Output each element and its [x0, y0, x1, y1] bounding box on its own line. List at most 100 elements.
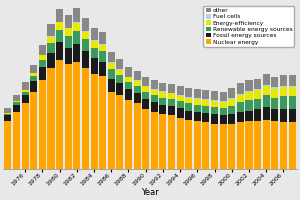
Bar [237, 94, 244, 95]
Bar [211, 114, 218, 124]
Bar [22, 103, 29, 169]
Bar [99, 76, 106, 169]
Bar [4, 114, 11, 115]
Bar [280, 86, 287, 87]
Bar [194, 105, 201, 112]
Bar [211, 107, 218, 114]
Bar [116, 59, 123, 69]
Bar [82, 39, 89, 51]
Bar [185, 98, 192, 103]
Bar [168, 115, 175, 169]
Bar [91, 74, 98, 169]
Bar [99, 32, 106, 44]
Bar [211, 100, 218, 101]
Bar [13, 105, 20, 112]
Bar [211, 124, 218, 169]
Bar [4, 115, 11, 121]
Bar [47, 43, 55, 53]
Bar [99, 45, 106, 51]
Bar [211, 91, 218, 100]
Bar [271, 121, 278, 169]
Bar [30, 81, 37, 92]
Bar [142, 92, 149, 99]
X-axis label: Year: Year [141, 188, 159, 197]
Bar [280, 96, 287, 109]
Bar [91, 58, 98, 74]
Bar [185, 120, 192, 169]
Bar [263, 85, 270, 86]
Bar [194, 98, 201, 99]
Bar [13, 101, 20, 102]
Bar [271, 109, 278, 121]
Bar [228, 124, 235, 169]
Bar [82, 31, 89, 32]
Bar [99, 51, 106, 62]
Bar [168, 106, 175, 115]
Bar [134, 81, 141, 86]
Bar [263, 74, 270, 85]
Bar [220, 108, 227, 115]
Bar [151, 102, 158, 112]
Bar [237, 95, 244, 102]
Bar [56, 30, 63, 42]
Bar [228, 106, 235, 114]
Bar [65, 28, 72, 36]
Bar [91, 48, 98, 58]
Bar [73, 23, 80, 31]
Bar [22, 90, 29, 92]
Bar [151, 95, 158, 102]
Bar [159, 98, 167, 105]
Bar [82, 32, 89, 39]
Bar [30, 73, 37, 76]
Bar [194, 112, 201, 121]
Bar [254, 121, 261, 169]
Bar [91, 40, 98, 41]
Bar [168, 99, 175, 106]
Bar [202, 122, 209, 169]
Bar [4, 108, 11, 113]
Bar [125, 82, 132, 89]
Bar [220, 101, 227, 102]
Bar [159, 83, 167, 91]
Bar [151, 90, 158, 95]
Bar [271, 87, 278, 89]
Bar [289, 75, 296, 86]
Bar [245, 92, 253, 100]
Bar [134, 103, 141, 169]
Bar [142, 86, 149, 92]
Bar [289, 109, 296, 122]
Bar [220, 102, 227, 108]
Bar [65, 15, 72, 28]
Bar [116, 95, 123, 169]
Bar [254, 99, 261, 109]
Bar [228, 98, 235, 99]
Bar [177, 95, 184, 96]
Bar [142, 99, 149, 109]
Bar [245, 111, 253, 121]
Bar [82, 18, 89, 31]
Bar [263, 120, 270, 169]
Bar [56, 42, 63, 60]
Bar [237, 102, 244, 112]
Bar [22, 82, 29, 90]
Bar [108, 63, 115, 69]
Bar [194, 89, 201, 98]
Bar [263, 107, 270, 120]
Bar [56, 22, 63, 30]
Bar [151, 112, 158, 169]
Bar [177, 96, 184, 101]
Bar [39, 80, 46, 169]
Bar [30, 92, 37, 169]
Bar [177, 118, 184, 169]
Bar [228, 114, 235, 124]
Bar [30, 76, 37, 81]
Bar [263, 95, 270, 107]
Bar [151, 89, 158, 90]
Bar [263, 86, 270, 95]
Bar [245, 100, 253, 111]
Bar [202, 100, 209, 106]
Bar [73, 31, 80, 44]
Bar [47, 37, 55, 43]
Bar [73, 62, 80, 169]
Bar [237, 122, 244, 169]
